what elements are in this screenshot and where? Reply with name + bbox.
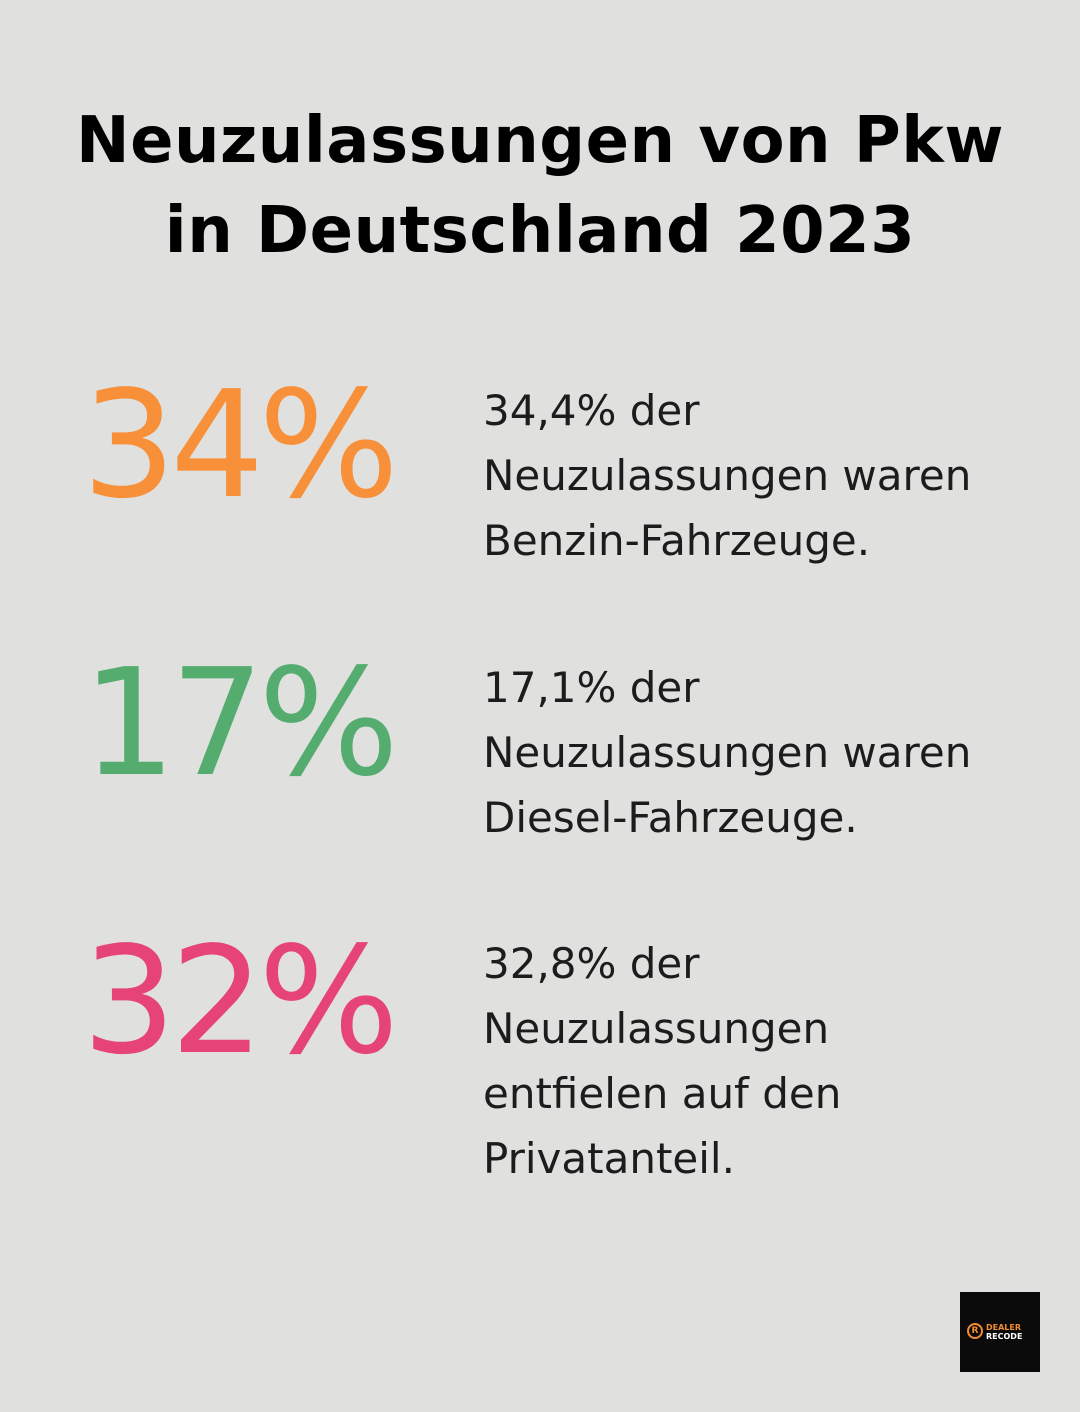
stat-value-privat: 32% [82,915,399,1087]
stat-description-line: 34,4% der [483,386,700,435]
logo-wordmark: DEALER RECODE [986,1323,1022,1341]
stat-description-line: Neuzulassungen [483,1004,830,1053]
stat-description-line: entfielen auf den [483,1069,842,1118]
title-line-1: Neuzulassungen von Pkw [76,104,1004,178]
logo-text-line-2: RECODE [986,1332,1023,1341]
stat-description-diesel: 17,1% der Neuzulassungen waren Diesel-Fa… [483,655,1043,850]
stat-value-benzin: 34% [82,359,399,531]
logo-text-line-1: DEALER [986,1323,1022,1332]
stat-description-line: 17,1% der [483,663,700,712]
title-line-2: in Deutschland 2023 [164,194,916,268]
stat-description-line: Privatanteil. [483,1134,735,1183]
logo-mark-icon: R [967,1323,983,1339]
stat-description-line: Diesel-Fahrzeuge. [483,793,858,842]
stat-description-line: Benzin-Fahrzeuge. [483,516,871,565]
stat-description-line: Neuzulassungen waren [483,728,972,777]
stat-description-benzin: 34,4% der Neuzulassungen waren Benzin-Fa… [483,378,1043,573]
stat-value-diesel: 17% [82,637,399,809]
page-title: Neuzulassungen von Pkw in Deutschland 20… [0,96,1080,276]
stat-description-line: Neuzulassungen waren [483,451,972,500]
stat-description-line: 32,8% der [483,939,700,988]
stat-description-privat: 32,8% der Neuzulassungen entfielen auf d… [483,931,1043,1191]
dealer-recode-logo: R DEALER RECODE [960,1292,1040,1372]
